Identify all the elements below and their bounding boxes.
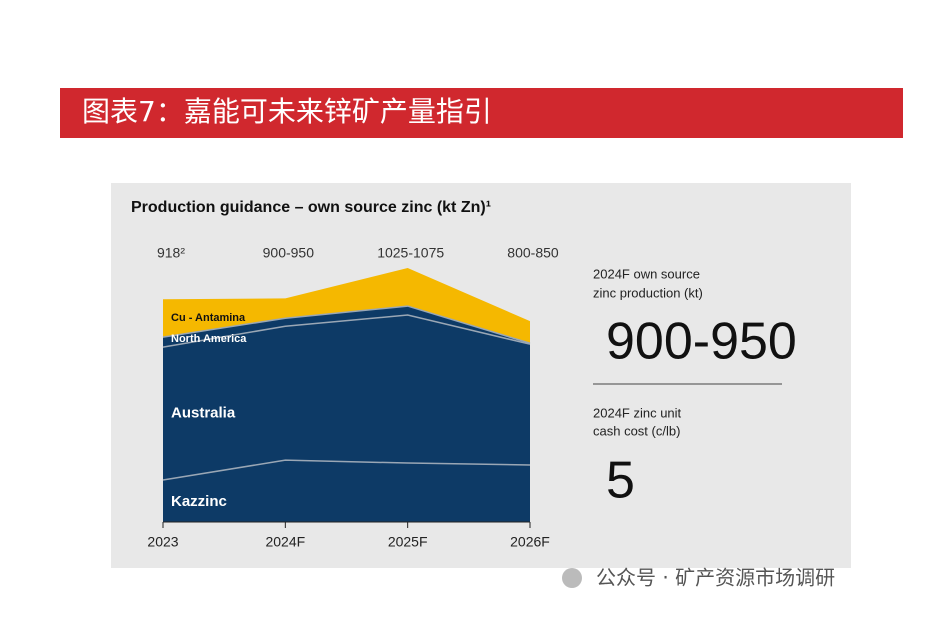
- area: [163, 315, 530, 481]
- side-value: 5: [606, 452, 635, 510]
- boundary-line: [162, 305, 531, 344]
- side-label: cash cost (c/lb): [593, 423, 680, 438]
- total-label: 1025-1075: [377, 245, 444, 261]
- side-label: 2024F own source: [593, 266, 700, 281]
- series-label: Cu - Antamina: [171, 312, 246, 324]
- area: [163, 268, 530, 344]
- total-label: 900-950: [263, 245, 315, 261]
- boundary-line: [162, 314, 531, 348]
- header-title: 图表7：嘉能可未来锌矿产量指引: [82, 95, 492, 128]
- series-label: North America: [171, 333, 247, 345]
- x-tick-label: 2025F: [388, 534, 428, 550]
- area: [163, 460, 530, 522]
- total-label: 800-850: [507, 245, 559, 261]
- boundary-line: [162, 459, 531, 481]
- x-tick-label: 2024F: [265, 534, 305, 550]
- x-tick-label: 2023: [147, 534, 178, 550]
- side-label: zinc production (kt): [593, 285, 703, 300]
- total-label: 918²: [157, 245, 185, 261]
- series-label: Kazzinc: [171, 493, 227, 510]
- side-label: 2024F zinc unit: [593, 405, 682, 420]
- series-label: Australia: [171, 405, 236, 422]
- watermark: 公众号 · 矿产资源市场调研: [596, 566, 835, 590]
- x-tick-label: 2026F: [510, 534, 550, 550]
- area: [163, 306, 530, 348]
- chart-title: Production guidance – own source zinc (k…: [131, 199, 491, 216]
- side-value: 900-950: [606, 313, 797, 371]
- plot: Kazzinc Australia North America Cu - Antami…: [147, 245, 558, 550]
- wechat-icon: [562, 568, 582, 588]
- header-bar: [60, 88, 903, 138]
